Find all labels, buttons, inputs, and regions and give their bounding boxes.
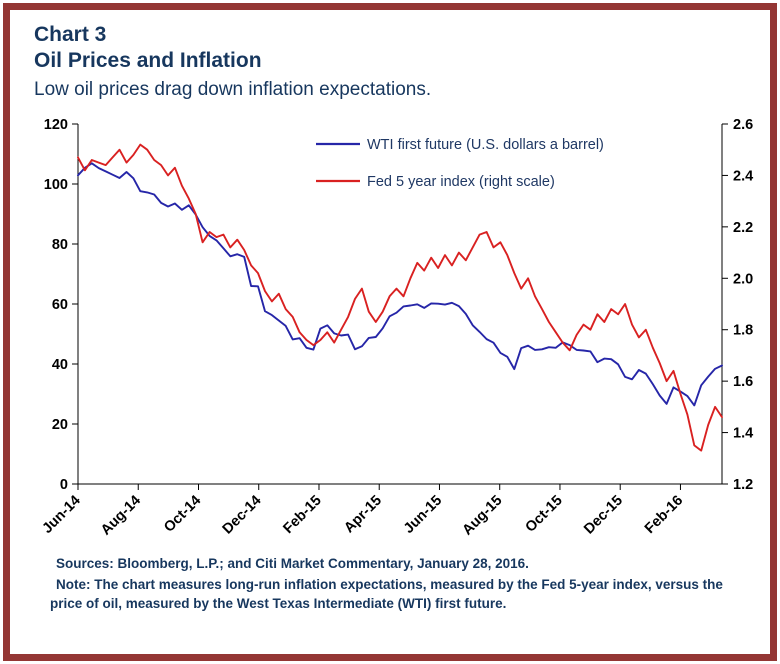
x-axis-label: Aug-15 bbox=[459, 493, 505, 539]
right-axis-label: 1.4 bbox=[733, 426, 753, 442]
left-axis-label: 100 bbox=[44, 177, 68, 193]
left-axis-label: 0 bbox=[60, 477, 68, 493]
left-axis-label: 80 bbox=[52, 237, 68, 253]
x-axis-label: Dec-14 bbox=[220, 493, 265, 538]
x-axis-label: Feb-16 bbox=[642, 493, 686, 537]
footer-notes: Sources: Bloomberg, L.P.; and Citi Marke… bbox=[10, 554, 770, 614]
chart: 0 20 40 60 80 100 120 1.2 1.4 1.6 1.8 2.0 2.2 2.4 2.6 J… bbox=[16, 106, 770, 554]
fed-line bbox=[77, 143, 723, 452]
chart-subtitle: Low oil prices drag down inflation expec… bbox=[34, 78, 432, 100]
legend-label-fed: Fed 5 year index (right scale) bbox=[367, 174, 555, 190]
right-axis-label: 2.2 bbox=[733, 220, 753, 236]
right-axis-label: 1.8 bbox=[733, 323, 753, 339]
x-axis-label: Jun-15 bbox=[401, 493, 445, 537]
x-axis-label: Dec-15 bbox=[581, 493, 626, 538]
left-axis-label: 40 bbox=[52, 357, 68, 373]
right-axis-label: 2.6 bbox=[733, 117, 753, 133]
header: Chart 3 Oil Prices and Inflation Low oil… bbox=[10, 10, 770, 102]
note-text: Note: The chart measures long-run inflat… bbox=[50, 576, 723, 612]
sources-text: Sources: Bloomberg, L.P.; and Citi Marke… bbox=[56, 556, 529, 572]
left-axis-label: 20 bbox=[52, 417, 68, 433]
right-axis-label: 1.6 bbox=[733, 374, 753, 390]
chart-number: Chart 3 bbox=[34, 23, 107, 46]
x-axis-label: Feb-15 bbox=[280, 493, 324, 537]
left-axis-label: 60 bbox=[52, 297, 68, 313]
x-axis-label: Oct-15 bbox=[523, 493, 566, 536]
left-axis-label: 120 bbox=[44, 117, 68, 133]
right-axis-label: 1.2 bbox=[733, 477, 753, 493]
x-axis-label: Oct-14 bbox=[161, 493, 204, 536]
right-axis-label: 2.0 bbox=[733, 271, 753, 287]
chart-title: Oil Prices and Inflation bbox=[34, 49, 262, 73]
right-axis-label: 2.4 bbox=[733, 169, 753, 185]
wti-line bbox=[77, 162, 723, 407]
x-axis-label: Apr-15 bbox=[341, 493, 385, 537]
chart-frame: Chart 3 Oil Prices and Inflation Low oil… bbox=[3, 3, 777, 661]
x-axis-label: Jun-14 bbox=[39, 493, 83, 537]
line-chart-svg: 0 20 40 60 80 100 120 1.2 1.4 1.6 1.8 2.0 2.2 2.4 2.6 J… bbox=[39, 117, 753, 539]
legend-label-wti: WTI first future (U.S. dollars a barrel) bbox=[367, 137, 604, 153]
x-axis-label: Aug-14 bbox=[98, 493, 144, 539]
